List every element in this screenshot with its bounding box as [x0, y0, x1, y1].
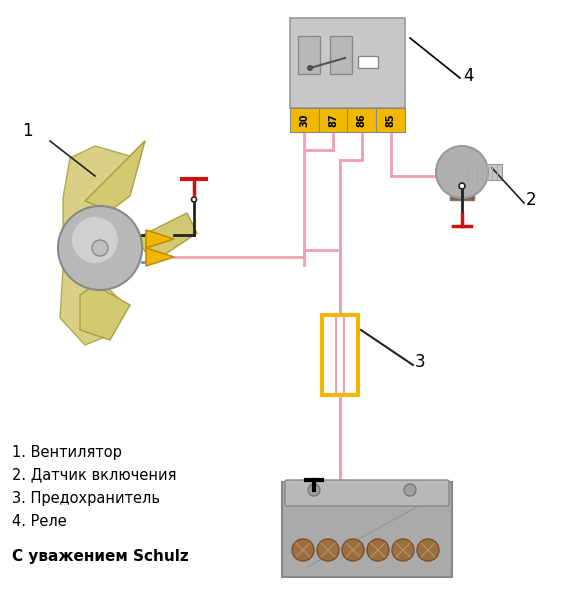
Text: 2: 2: [526, 191, 537, 209]
Circle shape: [417, 539, 439, 561]
Circle shape: [367, 539, 389, 561]
Text: 30: 30: [299, 113, 309, 127]
Text: 4: 4: [463, 67, 474, 85]
Circle shape: [342, 539, 364, 561]
Bar: [282, 482, 452, 577]
FancyBboxPatch shape: [285, 480, 449, 506]
Bar: [322, 315, 358, 395]
Bar: [330, 36, 352, 74]
Text: 1: 1: [22, 122, 33, 140]
Bar: [319, 108, 348, 132]
Circle shape: [192, 197, 197, 202]
Text: С уважением Schulz: С уважением Schulz: [12, 548, 189, 564]
Circle shape: [459, 183, 465, 189]
Polygon shape: [80, 285, 130, 340]
Circle shape: [436, 146, 488, 198]
Text: 4. Реле: 4. Реле: [12, 513, 67, 529]
Polygon shape: [60, 253, 125, 345]
Circle shape: [392, 539, 414, 561]
Text: 3. Предохранитель: 3. Предохранитель: [12, 490, 160, 506]
Text: 2. Датчик включения: 2. Датчик включения: [12, 468, 177, 482]
Bar: [450, 186, 474, 200]
Circle shape: [292, 539, 314, 561]
Circle shape: [308, 484, 320, 496]
Circle shape: [317, 539, 339, 561]
Text: 87: 87: [328, 113, 338, 127]
Bar: [290, 108, 319, 132]
Bar: [298, 36, 320, 74]
Bar: [376, 108, 405, 132]
Polygon shape: [146, 230, 174, 248]
Circle shape: [308, 65, 312, 70]
Text: 86: 86: [357, 113, 367, 127]
Text: 1. Вентилятор: 1. Вентилятор: [12, 444, 122, 460]
Bar: [348, 108, 376, 132]
Polygon shape: [137, 213, 197, 263]
Text: 85: 85: [386, 113, 396, 127]
Polygon shape: [146, 248, 174, 266]
Circle shape: [404, 484, 416, 496]
Bar: [466, 164, 502, 180]
Bar: [358, 56, 378, 68]
Circle shape: [72, 217, 118, 263]
Polygon shape: [63, 141, 145, 228]
Bar: [290, 18, 405, 108]
Polygon shape: [85, 141, 145, 211]
Text: 3: 3: [415, 353, 426, 371]
Circle shape: [92, 240, 108, 256]
Circle shape: [58, 206, 142, 290]
